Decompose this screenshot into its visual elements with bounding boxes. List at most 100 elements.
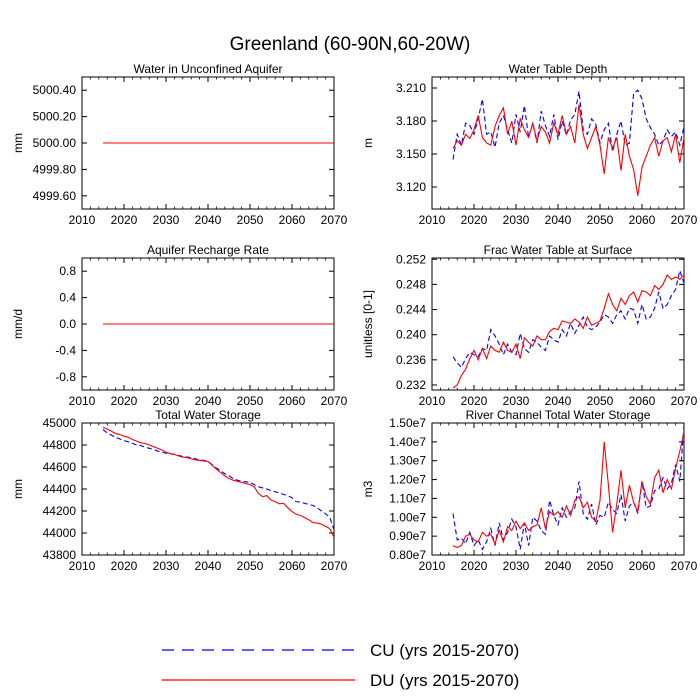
figure-title: Greenland (60-90N,60-20W): [230, 34, 471, 55]
y-tick-label: 1.50e7: [389, 416, 426, 430]
x-tick-label: 2030: [153, 213, 180, 227]
y-tick-label: 45000: [43, 416, 77, 430]
y-tick-label: 0.248: [396, 277, 426, 291]
y-tick-label: 44000: [43, 526, 77, 540]
x-tick-label: 2060: [629, 394, 656, 408]
x-tick-label: 2060: [629, 213, 656, 227]
x-tick-label: 2060: [629, 559, 656, 573]
y-tick-label: 1.00e7: [389, 510, 426, 524]
y-axis-label: mm: [11, 133, 25, 153]
x-tick-label: 2040: [195, 213, 222, 227]
panel-aquifer-recharge-rate: Aquifer Recharge Rate 2010 2020 2030 2040 205…: [11, 243, 348, 408]
series-line-du: [452, 104, 685, 196]
x-tick-label: 2050: [587, 213, 614, 227]
y-tick-label: -0.8: [55, 370, 76, 384]
x-tick-label: 2030: [503, 559, 530, 573]
y-tick-label: 5000.00: [33, 136, 77, 150]
x-tick-label: 2070: [671, 213, 698, 227]
plot-frame: [431, 422, 685, 556]
y-tick-label: 4999.80: [33, 162, 77, 176]
panel-title-aquifer-recharge-rate: Aquifer Recharge Rate: [147, 243, 269, 257]
y-tick-label: 1.30e7: [389, 454, 426, 468]
x-tick-label: 2010: [69, 394, 96, 408]
y-tick-label: 3.210: [396, 81, 426, 95]
y-tick-label: 43800: [43, 548, 77, 562]
panel-title-frac-water-table-at-surface: Frac Water Table at Surface: [484, 243, 633, 257]
x-tick-label: 2040: [195, 559, 222, 573]
y-tick-label: 44800: [43, 438, 77, 452]
y-tick-label: 0.80e7: [389, 548, 426, 562]
x-tick-label: 2060: [279, 559, 306, 573]
x-tick-label: 2040: [545, 559, 572, 573]
legend-label-cu: CU (yrs 2015-2070): [370, 641, 519, 660]
x-tick-label: 2020: [111, 213, 138, 227]
x-tick-label: 2050: [587, 394, 614, 408]
x-tick-label: 2010: [69, 559, 96, 573]
y-tick-label: 0.4: [59, 291, 76, 305]
y-tick-label: 0.252: [396, 252, 426, 266]
x-tick-label: 2070: [321, 213, 348, 227]
x-tick-label: 2040: [545, 213, 572, 227]
series-line-cu: [452, 424, 685, 551]
y-tick-label: 0.236: [396, 353, 426, 367]
legend: CU (yrs 2015-2070) DU (yrs 2015-2070): [162, 641, 519, 690]
x-tick-label: 2050: [587, 559, 614, 573]
x-tick-label: 2070: [321, 559, 348, 573]
x-tick-label: 2010: [419, 394, 446, 408]
plot-frame: [431, 76, 685, 210]
panel-water-in-unconfined-aquifer: Water in Unconfined Aquifer 2010 2020 2030 2…: [11, 62, 348, 227]
x-tick-label: 2070: [671, 559, 698, 573]
y-tick-label: 0.232: [396, 378, 426, 392]
panel-title-water-in-unconfined-aquifer: Water in Unconfined Aquifer: [134, 62, 283, 76]
legend-label-du: DU (yrs 2015-2070): [370, 671, 519, 690]
y-tick-label: 0.244: [396, 303, 426, 317]
x-tick-label: 2050: [237, 394, 264, 408]
chart-panels: Water in Unconfined Aquifer 2010 2020 2030 2…: [11, 62, 698, 573]
series-line-cu: [452, 89, 685, 160]
panel-river-channel-total-water-storage: River Channel Total Water Storage 2010 202…: [361, 408, 698, 573]
x-tick-label: 2030: [153, 559, 180, 573]
x-tick-label: 2010: [69, 213, 96, 227]
panel-frac-water-table-at-surface: Frac Water Table at Surface 2010 2020 2030 2…: [361, 243, 698, 408]
x-tick-label: 2060: [279, 213, 306, 227]
y-tick-label: 4999.60: [33, 189, 77, 203]
x-tick-label: 2030: [503, 213, 530, 227]
x-tick-label: 2070: [671, 394, 698, 408]
x-tick-label: 2020: [111, 559, 138, 573]
y-tick-label: 5000.40: [33, 83, 77, 97]
x-tick-label: 2010: [419, 213, 446, 227]
series-line-du: [102, 426, 335, 538]
series-line-du: [452, 432, 685, 549]
y-axis-label: mm/d: [11, 309, 25, 339]
y-axis-label: mm: [11, 479, 25, 499]
panel-title-total-water-storage: Total Water Storage: [155, 408, 261, 422]
x-tick-label: 2030: [503, 394, 530, 408]
series-line-cu: [102, 429, 335, 530]
y-axis-label: unitless [0-1]: [361, 290, 375, 358]
x-tick-label: 2020: [461, 394, 488, 408]
y-tick-label: 3.180: [396, 114, 426, 128]
y-axis-label: m: [361, 138, 375, 148]
y-tick-label: 44400: [43, 482, 77, 496]
panel-total-water-storage: Total Water Storage 2010 2020 2030 2040 2050 2…: [11, 408, 348, 573]
y-tick-label: 44200: [43, 504, 77, 518]
x-tick-label: 2020: [461, 213, 488, 227]
series-line-du: [452, 273, 685, 389]
plot-frame: [81, 422, 335, 556]
x-tick-label: 2010: [419, 559, 446, 573]
y-tick-label: 5000.20: [33, 110, 77, 124]
x-tick-label: 2040: [195, 394, 222, 408]
y-axis-label: m3: [361, 480, 375, 497]
x-tick-label: 2030: [153, 394, 180, 408]
y-tick-label: 44600: [43, 460, 77, 474]
plot-frame: [431, 257, 685, 391]
y-tick-label: 0.240: [396, 328, 426, 342]
x-tick-label: 2070: [321, 394, 348, 408]
x-tick-label: 2020: [461, 559, 488, 573]
x-tick-label: 2040: [545, 394, 572, 408]
x-tick-label: 2060: [279, 394, 306, 408]
panel-water-table-depth: Water Table Depth 2010 2020 2030 2040 2050 206…: [361, 62, 698, 227]
y-tick-label: 3.120: [396, 180, 426, 194]
y-tick-label: -0.4: [55, 343, 76, 357]
